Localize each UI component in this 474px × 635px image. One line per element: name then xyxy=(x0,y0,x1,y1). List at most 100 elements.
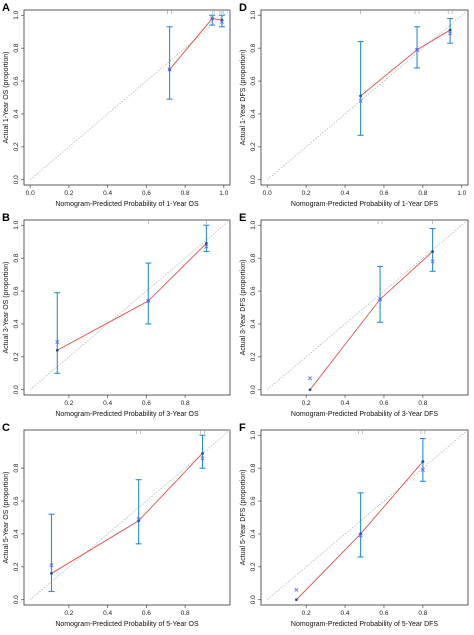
y-tick-label: 1.0 xyxy=(250,10,257,19)
predicted-marker xyxy=(430,259,435,264)
predicted-marker xyxy=(200,456,205,461)
x-tick-label: 0.8 xyxy=(181,190,190,197)
x-tick-label: 1.0 xyxy=(219,190,228,197)
y-tick-label: 0.8 xyxy=(13,463,20,472)
y-tick-label: 0.6 xyxy=(13,286,20,295)
y-tick-label: 0.8 xyxy=(13,253,20,262)
y-tick-label: 0.2 xyxy=(13,562,20,571)
y-tick-label: 0.8 xyxy=(250,253,257,262)
ideal-diagonal-line xyxy=(266,429,469,601)
ideal-diagonal-line xyxy=(266,9,469,181)
predicted-marker xyxy=(55,340,60,345)
x-tick-label: 0.0 xyxy=(263,190,272,197)
y-tick-label: 0.0 xyxy=(250,385,257,394)
plot-frame xyxy=(260,9,469,186)
y-axis-label: Actual 3-Year OS (proportion) xyxy=(3,262,10,354)
x-tick-label: 0.6 xyxy=(142,190,151,197)
calibration-plot-svg: A 0.0 0.2 0.4 0.6 0.8 1.0 0.0 0.2 0.4 0.6 0.8 1.0 Nom… xyxy=(2,2,231,208)
observed-point xyxy=(55,348,59,352)
y-tick-label: 0.2 xyxy=(250,562,257,571)
observed-point xyxy=(204,241,208,245)
y-tick-label: 0.8 xyxy=(250,463,257,472)
calibration-plot-svg: C 0.2 0.4 0.6 0.8 0.0 0.2 0.4 0.6 0.8 Nomogram-Pre… xyxy=(2,422,231,628)
panel-letter: A xyxy=(2,2,10,14)
calibration-panel-d: D 0.0 0.2 0.4 0.6 0.8 1.0 0.0 0.2 0.4 0.6 0.8 1.0 Nom… xyxy=(237,0,474,210)
y-tick-label: 0.0 xyxy=(13,175,20,184)
y-tick-label: 0.4 xyxy=(13,529,20,538)
x-tick-label: 0.4 xyxy=(103,400,112,407)
x-tick-label: 0.8 xyxy=(181,610,190,617)
calibration-panel-f: F 0.2 0.4 0.6 0.8 0.0 0.2 0.4 0.6 0.8 1.0 Nomogram-… xyxy=(237,420,474,630)
x-tick-label: 0.4 xyxy=(341,610,350,617)
y-tick-label: 1.0 xyxy=(13,220,20,229)
y-tick-label: 0.0 xyxy=(250,595,257,604)
ideal-diagonal-line xyxy=(29,9,231,181)
x-tick-label: 0.4 xyxy=(341,190,350,197)
x-tick-label: 0.4 xyxy=(341,400,350,407)
observed-point xyxy=(421,460,425,463)
y-tick-label: 0.0 xyxy=(13,595,20,604)
panel-letter: D xyxy=(239,2,247,14)
y-tick-label: 0.4 xyxy=(250,319,257,328)
plot-frame xyxy=(260,429,469,606)
predicted-marker xyxy=(219,19,224,24)
predicted-marker xyxy=(167,67,172,72)
y-tick-label: 0.0 xyxy=(13,385,20,394)
observed-point xyxy=(448,28,452,32)
predicted-marker xyxy=(294,587,299,592)
x-tick-label: 0.6 xyxy=(142,400,151,407)
x-tick-label: 0.2 xyxy=(64,610,73,617)
y-tick-label: 0.4 xyxy=(13,109,20,118)
x-tick-label: 0.6 xyxy=(379,190,388,197)
y-tick-label: 0.4 xyxy=(250,529,257,538)
y-tick-label: 0.2 xyxy=(250,352,257,361)
calibration-plot-svg: B 0.2 0.4 0.6 0.8 0.0 0.2 0.4 0.6 0.8 1.0 Nomogram-… xyxy=(2,212,231,418)
y-tick-label: 0.6 xyxy=(13,76,20,85)
x-tick-label: 0.4 xyxy=(103,190,112,197)
predicted-marker xyxy=(210,16,215,21)
calibration-panel-e: E 0.2 0.4 0.6 0.8 0.0 0.2 0.4 0.6 0.8 1.0 Nomogram-… xyxy=(237,210,474,420)
x-axis-label: Nomogram-Predicted Probability of 3-Year… xyxy=(55,411,199,418)
y-axis-label: Actual 5-Year DFS (proportion) xyxy=(240,470,247,566)
calibration-line xyxy=(296,461,424,601)
y-tick-label: 0.6 xyxy=(13,496,20,505)
predicted-marker xyxy=(415,47,420,52)
observed-point xyxy=(201,451,204,455)
calibration-plot-svg: F 0.2 0.4 0.6 0.8 0.0 0.2 0.4 0.6 0.8 1.0 Nomogram-… xyxy=(239,422,469,628)
y-tick-label: 0.6 xyxy=(250,496,257,505)
x-tick-label: 0.2 xyxy=(64,400,73,407)
x-tick-label: 0.4 xyxy=(103,610,112,617)
observed-point xyxy=(50,572,53,575)
predicted-marker xyxy=(49,563,54,568)
x-tick-label: 0.6 xyxy=(379,610,388,617)
x-tick-label: 0.8 xyxy=(418,400,427,407)
y-tick-label: 1.0 xyxy=(250,220,257,229)
panel-letter: B xyxy=(2,212,10,224)
x-tick-label: 0.6 xyxy=(142,610,151,617)
x-tick-label: 0.2 xyxy=(302,400,311,407)
predicted-marker xyxy=(204,244,209,249)
calibration-line xyxy=(51,453,203,574)
panel-letter: F xyxy=(239,422,246,434)
y-tick-label: 0.8 xyxy=(13,43,20,52)
calibration-panel-a: A 0.0 0.2 0.4 0.6 0.8 1.0 0.0 0.2 0.4 0.6 0.8 1.0 Nom… xyxy=(0,0,236,210)
x-axis-label: Nomogram-Predicted Probability of 5-Year… xyxy=(291,621,439,628)
x-tick-label: 0.2 xyxy=(302,190,311,197)
predicted-marker xyxy=(448,31,453,36)
observed-point xyxy=(294,598,298,602)
y-tick-label: 0.8 xyxy=(250,43,257,52)
y-tick-label: 0.4 xyxy=(13,319,20,328)
y-tick-label: 0.6 xyxy=(250,286,257,295)
plot-frame xyxy=(260,219,469,396)
x-tick-label: 0.2 xyxy=(64,190,73,197)
calibration-panel-b: B 0.2 0.4 0.6 0.8 0.0 0.2 0.4 0.6 0.8 1.0 Nomogram-… xyxy=(0,210,236,420)
x-tick-label: 0.8 xyxy=(418,610,427,617)
x-axis-label: Nomogram-Predicted Probability of 1-Year… xyxy=(55,201,199,208)
calibration-plot-svg: E 0.2 0.4 0.6 0.8 0.0 0.2 0.4 0.6 0.8 1.0 Nomogram-… xyxy=(239,212,469,418)
plot-frame xyxy=(23,219,231,396)
ideal-diagonal-line xyxy=(266,219,469,391)
predicted-marker xyxy=(378,297,383,302)
x-tick-label: 0.6 xyxy=(379,400,388,407)
predicted-marker xyxy=(136,517,141,522)
